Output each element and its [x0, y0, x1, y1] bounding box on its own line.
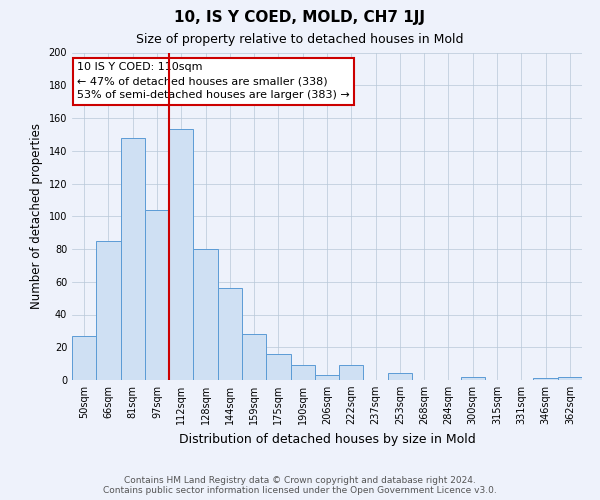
Text: 10 IS Y COED: 110sqm
← 47% of detached houses are smaller (338)
53% of semi-deta: 10 IS Y COED: 110sqm ← 47% of detached h… — [77, 62, 350, 100]
Text: Size of property relative to detached houses in Mold: Size of property relative to detached ho… — [136, 32, 464, 46]
Bar — [193, 249, 218, 380]
Bar — [96, 241, 121, 380]
Bar — [242, 334, 266, 380]
Bar — [121, 138, 145, 380]
Bar — [388, 374, 412, 380]
Bar — [533, 378, 558, 380]
X-axis label: Distribution of detached houses by size in Mold: Distribution of detached houses by size … — [179, 432, 475, 446]
Bar — [266, 354, 290, 380]
Text: 10, IS Y COED, MOLD, CH7 1JJ: 10, IS Y COED, MOLD, CH7 1JJ — [175, 10, 425, 25]
Bar — [145, 210, 169, 380]
Bar — [461, 376, 485, 380]
Bar — [290, 366, 315, 380]
Bar — [558, 376, 582, 380]
Bar — [339, 366, 364, 380]
Bar — [169, 130, 193, 380]
Text: Contains HM Land Registry data © Crown copyright and database right 2024.
Contai: Contains HM Land Registry data © Crown c… — [103, 476, 497, 495]
Bar — [218, 288, 242, 380]
Bar — [315, 375, 339, 380]
Y-axis label: Number of detached properties: Number of detached properties — [30, 123, 43, 309]
Bar — [72, 336, 96, 380]
